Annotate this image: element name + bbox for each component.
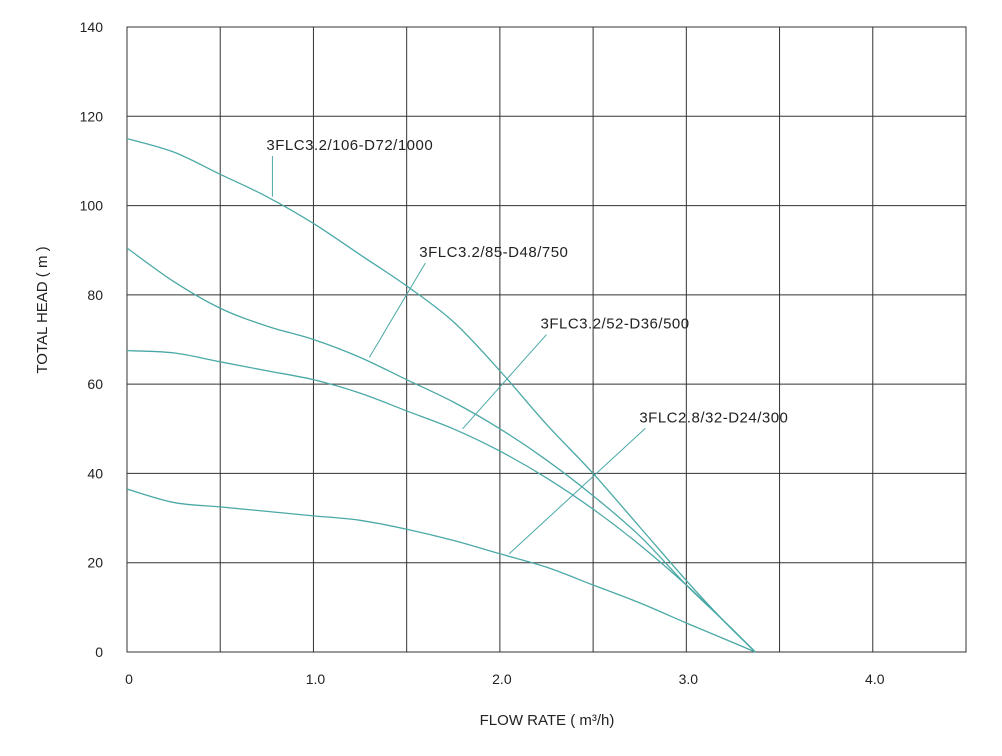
y-tick-label: 20	[87, 555, 103, 571]
y-tick-label: 60	[87, 376, 103, 392]
series-line-3	[126, 350, 756, 653]
x-tick-label: 3.0	[679, 671, 699, 687]
y-tick-label: 80	[87, 287, 103, 303]
y-tick-label: 40	[87, 465, 103, 481]
grid-lines	[126, 26, 967, 653]
x-axis-title: FLOW RATE ( m³/h)	[480, 712, 615, 729]
x-tick-label: 0	[125, 671, 133, 687]
label-leader-line	[368, 262, 426, 358]
y-axis-title: TOTAL HEAD ( m )	[34, 246, 51, 373]
x-tick-label: 4.0	[865, 671, 885, 687]
series-line-1	[126, 137, 756, 653]
series-label: 3FLC3.2/106-D72/1000	[266, 137, 433, 154]
series-line-4	[126, 488, 756, 653]
series-label: 3FLC3.2/85-D48/750	[419, 244, 568, 261]
y-tick-label: 140	[80, 19, 104, 35]
curve-labels: 3FLC3.2/106-D72/1000 3FLC3.2/85-D48/750 3F…	[266, 137, 788, 555]
series-line-2	[126, 247, 756, 653]
y-tick-label: 100	[80, 198, 104, 214]
x-tick-label: 1.0	[306, 671, 326, 687]
y-tick-label: 120	[80, 108, 104, 124]
label-leader-line	[508, 427, 646, 555]
x-tick-label: 2.0	[492, 671, 512, 687]
y-tick-labels: 0 20 40 60 80 100 120 140	[80, 19, 104, 660]
y-tick-label: 0	[95, 644, 103, 660]
series-label: 3FLC3.2/52-D36/500	[541, 316, 690, 333]
plot-frame	[126, 26, 967, 653]
label-leader-line	[462, 334, 547, 430]
series-label: 3FLC2.8/32-D24/300	[639, 409, 788, 426]
curves	[126, 137, 756, 653]
x-tick-labels: 0 1.0 2.0 3.0 4.0	[125, 671, 885, 687]
